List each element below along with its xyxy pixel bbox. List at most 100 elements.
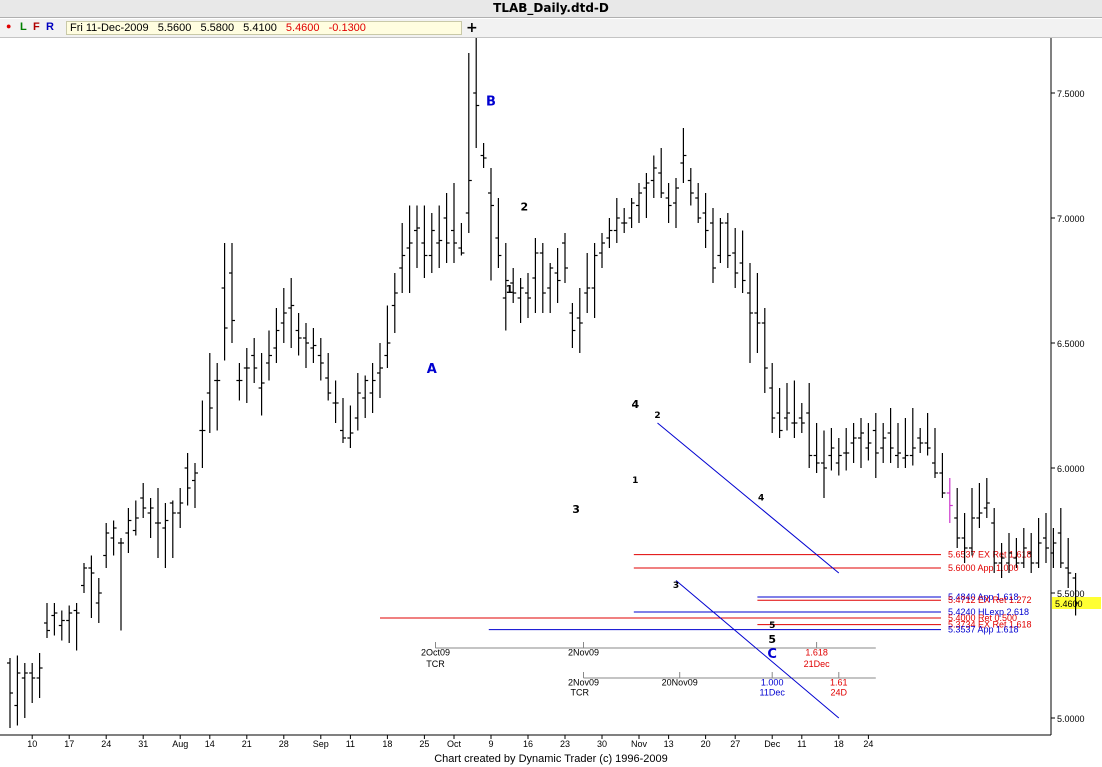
- time-projection-label: 2Oct09: [421, 648, 450, 658]
- x-tick-label: 10: [27, 739, 37, 749]
- ohlc-bar: [525, 273, 531, 318]
- time-projection-label: 1.61: [830, 678, 848, 688]
- ohlc-bar: [532, 238, 539, 313]
- record-dot-icon[interactable]: ●: [6, 21, 12, 31]
- ohlc-bar: [754, 273, 761, 353]
- time-projection-label: 2Nov09: [568, 648, 599, 658]
- ohlc-bar: [769, 363, 776, 433]
- ohlc-bar: [946, 478, 953, 523]
- ohlc-bar: [917, 428, 924, 453]
- ohlc-bar: [739, 230, 746, 293]
- time-projection-label: TCR: [426, 659, 445, 669]
- ohlc-bar: [961, 513, 968, 563]
- ohlc-bar: [835, 438, 842, 476]
- ohlc-bar: [791, 380, 798, 438]
- ohlc-bar: [776, 388, 783, 438]
- low-value: 5.4100: [243, 22, 277, 34]
- ohlc-bar: [502, 243, 509, 331]
- ohlc-bar: [29, 663, 36, 703]
- x-tick-label: 18: [382, 739, 392, 749]
- ohlc-bar: [155, 488, 161, 558]
- price-chart[interactable]: 7.5000 7.0000 6.5000 6.0000 5.5000 5.0000 5.46…: [0, 38, 1102, 752]
- ohlc-bar: [384, 305, 391, 368]
- ohlc-bar: [673, 178, 679, 228]
- x-tick-label: Nov: [631, 739, 648, 749]
- chart-credit: Chart created by Dynamic Trader (c) 1996…: [434, 753, 668, 765]
- x-tick-label: 31: [138, 739, 148, 749]
- ohlc-bar: [872, 413, 879, 478]
- time-projection-label: 21Dec: [804, 659, 831, 669]
- x-tick-label: 24: [863, 739, 873, 749]
- ohlc-bar: [902, 418, 909, 468]
- ohlc-bar: [887, 408, 894, 463]
- wave-label: A: [427, 362, 437, 377]
- ohlc-bar: [1006, 533, 1012, 573]
- ohlc-bar: [584, 253, 591, 313]
- ohlc-bar: [406, 205, 413, 293]
- wave-label: C: [767, 647, 777, 662]
- time-projection-label: 1.000: [761, 678, 784, 688]
- x-tick-label: Sep: [313, 739, 329, 749]
- ohlc-bar: [21, 663, 28, 718]
- x-tick-label: 16: [523, 739, 533, 749]
- ohlc-bar: [258, 353, 265, 416]
- y-tick-label: 7.0000: [1057, 214, 1085, 224]
- ohlc-bar: [36, 653, 43, 698]
- ohlc-bar: [332, 380, 339, 423]
- wave-label: 3: [572, 503, 580, 516]
- last-price-label: 5.4600: [1055, 599, 1083, 609]
- y-tick-label: 6.0000: [1057, 464, 1085, 474]
- ohlc-bar: [998, 543, 1005, 578]
- ohlc-bar: [443, 193, 450, 263]
- ohlc-bar: [266, 330, 272, 381]
- ohlc-bar: [784, 383, 790, 431]
- ohlc-bar: [636, 183, 642, 223]
- ohlc-bar: [1028, 533, 1035, 573]
- ohlc-bar: [347, 405, 354, 448]
- close-value: 5.4600: [285, 22, 320, 34]
- x-tick-label: 11: [346, 739, 355, 749]
- projection-label: 5.4712 EX Ret 1.272: [948, 595, 1032, 605]
- ohlc-bar: [451, 183, 457, 263]
- toolbar-l-button[interactable]: L: [20, 21, 27, 33]
- ohlc-bar: [458, 223, 465, 256]
- ohlc-bar: [954, 488, 961, 548]
- ohlc-bar: [732, 228, 739, 288]
- ohlc-bar: [421, 205, 428, 278]
- ohlc-bar: [428, 213, 435, 273]
- wave-label: 4: [631, 398, 639, 411]
- ohlc-bar: [169, 500, 176, 558]
- ohlc-bar: [717, 218, 724, 263]
- ohlc-bar: [813, 423, 820, 473]
- ohlc-bar: [436, 205, 443, 268]
- ohlc-bar: [1035, 518, 1042, 568]
- ohlc-bar: [192, 463, 198, 508]
- ohlc-readout: Fri 11-Dec-2009 5.5600 5.5800 5.4100 5.4…: [66, 21, 462, 35]
- ohlc-bar: [983, 478, 990, 518]
- toolbar-f-button[interactable]: F: [33, 21, 40, 33]
- ohlc-bar: [798, 403, 805, 433]
- time-projection-label: 24D: [831, 688, 848, 698]
- ohlc-bar: [806, 383, 813, 468]
- ohlc-bar: [710, 208, 716, 283]
- toolbar-r-button[interactable]: R: [46, 21, 54, 33]
- add-plus-icon[interactable]: +: [466, 20, 478, 36]
- x-tick-label: 24: [101, 739, 111, 749]
- ohlc-bar: [865, 423, 872, 461]
- ohlc-bar: [95, 578, 102, 623]
- wave-label: 4: [758, 494, 764, 504]
- wave-label: 1: [506, 283, 514, 296]
- y-tick-label: 6.5000: [1057, 339, 1085, 349]
- ohlc-bar: [110, 520, 117, 556]
- x-tick-label: 13: [664, 739, 674, 749]
- x-tick-label: Aug: [172, 739, 188, 749]
- time-projection-label: 20Nov09: [662, 678, 698, 688]
- ohlc-bar: [317, 338, 324, 381]
- ohlc-bar: [517, 278, 524, 323]
- ohlc-bar: [147, 498, 154, 538]
- ohlc-bar: [288, 278, 295, 348]
- ohlc-bar: [658, 148, 665, 198]
- ohlc-bar: [73, 603, 80, 651]
- ohlc-bar: [1013, 538, 1020, 568]
- ohlc-bar: [118, 538, 124, 631]
